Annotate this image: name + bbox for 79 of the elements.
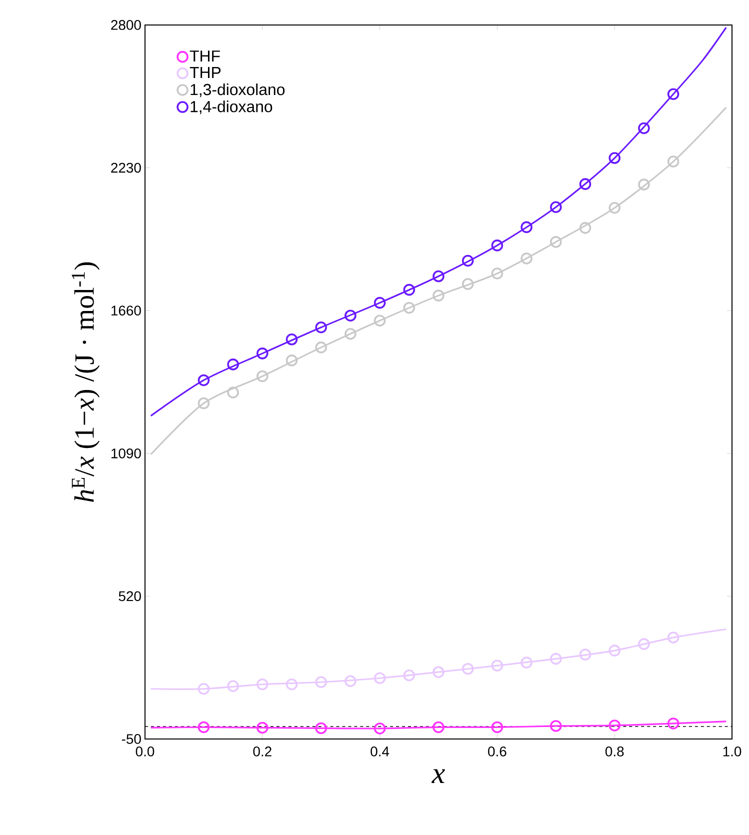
point [550,201,562,214]
point [638,178,650,190]
y-tick-label: 520 [118,591,141,602]
point [315,722,327,734]
legend-label: 1,4-dioxano [190,100,272,114]
x-tick-label: 0.8 [605,746,624,756]
y-tick-label: -50 [122,734,141,744]
point [667,632,680,644]
point [608,644,620,656]
point [256,348,268,360]
point [638,638,650,650]
point [608,202,620,214]
point [374,296,386,309]
point [374,314,386,327]
point [344,328,356,340]
point [227,386,239,398]
point [667,156,680,168]
text: h$^{E}$/x (1−x) /(J · mol$^{-1}$) [72,262,100,502]
point [491,721,504,734]
legend-label: 1,3-dioxolano [190,83,285,98]
point [550,236,562,248]
point [344,675,356,688]
point [579,648,592,660]
point [227,358,239,370]
y-tick-label: 1660 [112,306,141,316]
point [608,720,620,732]
point [198,374,210,386]
point [374,722,386,734]
x-tick-label: 0.4 [370,746,390,756]
point [256,678,268,690]
point [315,342,327,354]
point [462,662,474,675]
point [520,656,532,668]
point [491,660,504,672]
point [315,321,327,334]
x-tick-label: 0.6 [488,746,506,756]
legend-label: THP [190,67,221,78]
point [344,310,356,322]
line-series [150,26,727,417]
x-axis-title: x [432,769,445,783]
y-tick-label: 2230 [111,162,141,173]
point [198,397,210,410]
point [286,354,298,366]
point [579,178,592,190]
point [374,672,386,684]
y-tick-label: 2800 [111,20,141,30]
point [227,680,239,692]
point [315,676,327,688]
legend-label: THF [190,50,220,62]
point [579,222,592,234]
point [432,290,444,302]
point [667,88,680,100]
x-tick-label: 0.0 [136,746,154,756]
point [667,718,680,730]
y-tick-label: 1090 [112,448,141,458]
x-tick-label: 0.2 [253,746,272,756]
point [198,682,210,695]
point [403,302,416,314]
point [286,334,298,346]
point [638,122,650,134]
point [432,270,444,282]
point [462,278,474,290]
point [403,669,416,682]
point [403,284,416,296]
point [256,722,268,734]
point [256,370,268,382]
point [198,721,210,734]
point [550,720,562,732]
point [491,240,504,252]
point [520,221,532,234]
point [608,152,620,164]
point [550,652,562,665]
point [462,254,474,267]
point [491,268,504,280]
point [520,252,532,264]
x-tick-label: 1.0 [723,746,742,756]
point [286,678,298,690]
point [432,666,444,678]
point [432,721,444,734]
